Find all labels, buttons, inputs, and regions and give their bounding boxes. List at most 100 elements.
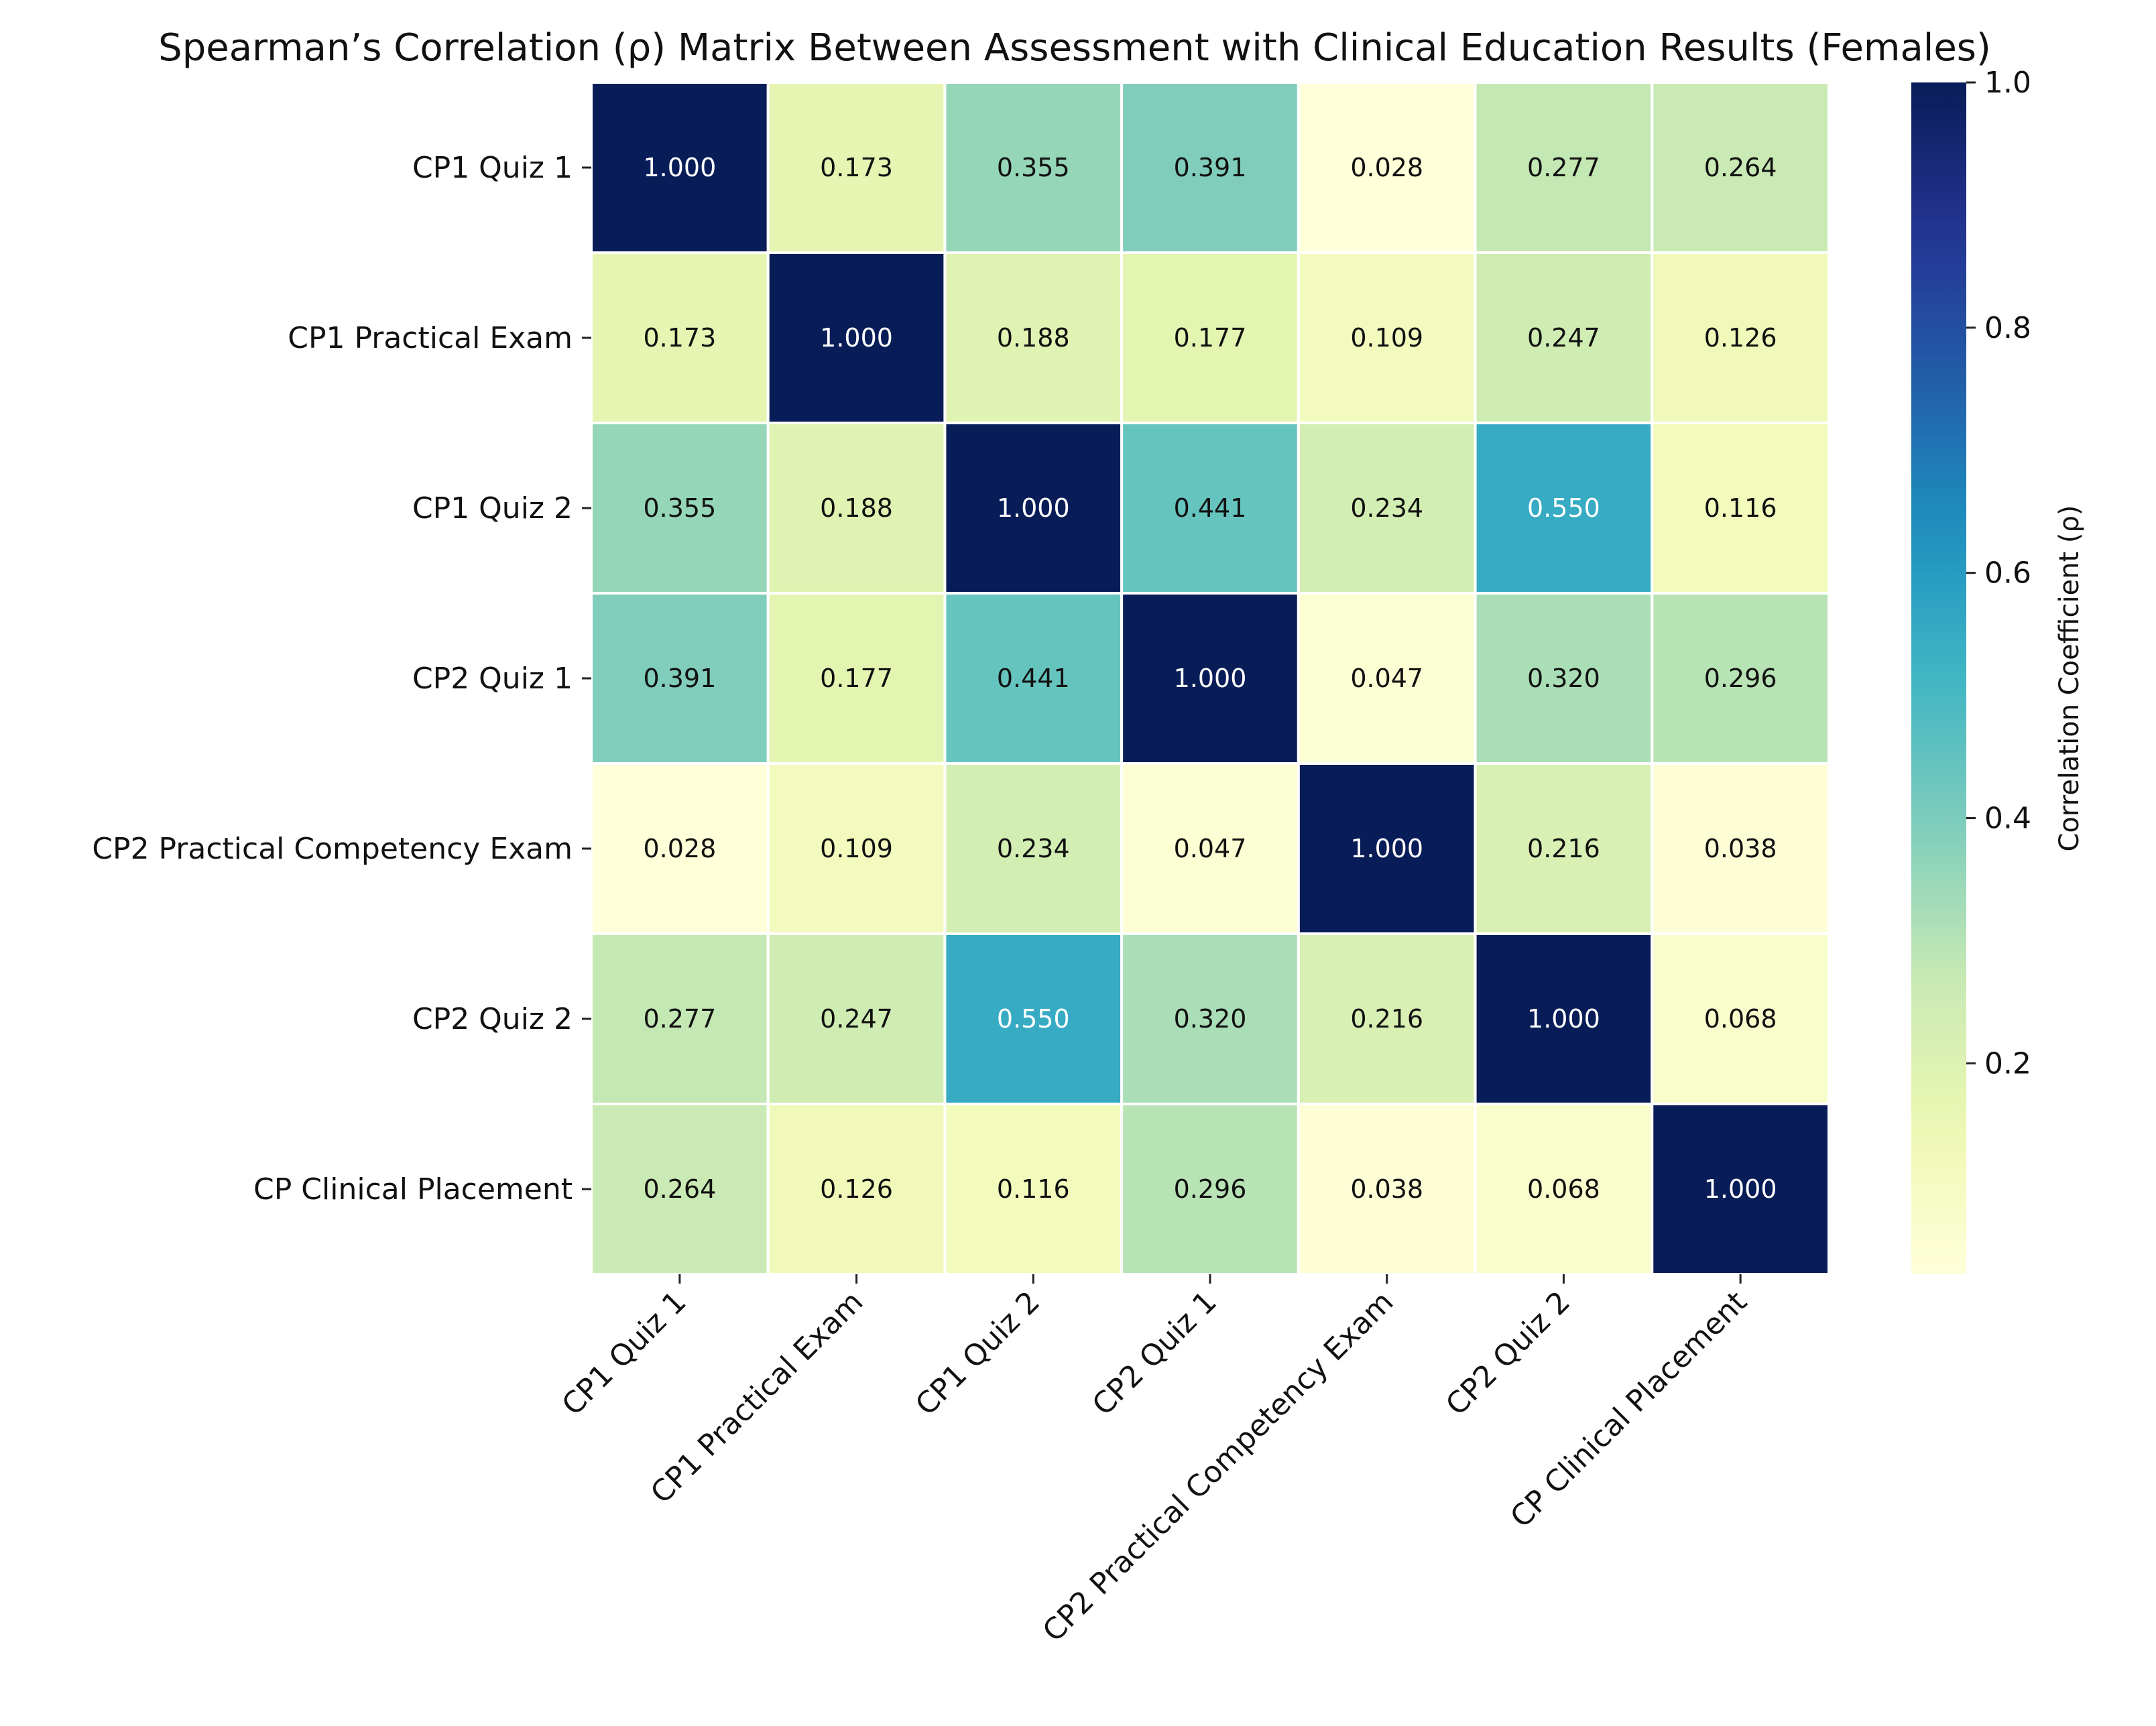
cell-value-label: 1.000 (643, 153, 716, 182)
chart-title: Spearman’s Correlation (ρ) Matrix Betwee… (158, 26, 1991, 70)
heatmap-cell (1297, 422, 1477, 595)
heatmap-cell (1297, 1103, 1477, 1276)
cell-value-label: 0.173 (820, 153, 893, 182)
heatmap-cell (1120, 1103, 1300, 1276)
heatmap-cell (943, 932, 1124, 1105)
heatmap-cell (943, 1103, 1124, 1276)
heatmap-cell (1120, 81, 1300, 254)
heatmap-cell (590, 592, 770, 765)
cell-value-label: 0.109 (1350, 323, 1423, 353)
heatmap-cell (766, 81, 947, 254)
heatmap-cell (1297, 932, 1477, 1105)
cell-value-label: 0.038 (1704, 834, 1777, 863)
cell-value-label: 1.000 (1704, 1174, 1777, 1204)
cell-value-label: 0.391 (643, 664, 716, 693)
x-tick-label: CP1 Quiz 1 (556, 1285, 693, 1422)
cell-value-label: 0.047 (1350, 664, 1423, 693)
x-tick-label: CP2 Practical Competency Exam (1036, 1285, 1400, 1649)
cell-value-label: 0.216 (1527, 834, 1600, 863)
cell-value-label: 0.391 (1174, 153, 1247, 182)
cell-value-label: 0.177 (1174, 323, 1247, 353)
cell-value-label: 1.000 (1174, 664, 1247, 693)
cell-value-label: 0.126 (820, 1174, 893, 1204)
heatmap-cell (1474, 422, 1654, 595)
cell-value-label: 0.047 (1174, 834, 1247, 863)
heatmap-cell (1120, 422, 1300, 595)
cell-value-label: 0.177 (820, 664, 893, 693)
cell-value-label: 0.068 (1704, 1004, 1777, 1034)
colorbar-tick-label: 1.0 (1984, 66, 2031, 100)
heatmap-cell (590, 932, 770, 1105)
cell-value-label: 0.320 (1527, 664, 1600, 693)
cell-value-label: 0.264 (1704, 153, 1777, 182)
heatmap-cell (1651, 422, 1830, 595)
heatmap-cell (766, 422, 947, 595)
colorbar (1911, 82, 1966, 1274)
cell-value-label: 0.550 (1527, 493, 1600, 523)
heatmap-cell (1651, 1103, 1830, 1276)
cell-value-label: 0.296 (1704, 664, 1777, 693)
y-tick-label: CP2 Practical Competency Exam (92, 832, 573, 866)
cell-value-label: 0.320 (1174, 1004, 1247, 1034)
heatmap-cell (1474, 81, 1654, 254)
heatmap-cell (1120, 592, 1300, 765)
x-tick-label: CP2 Quiz 1 (1086, 1285, 1223, 1422)
cell-value-label: 0.109 (820, 834, 893, 863)
cell-value-label: 0.116 (1704, 493, 1777, 523)
colorbar-tick-label: 0.2 (1984, 1046, 2031, 1081)
cell-value-label: 1.000 (820, 323, 893, 353)
y-tick-label: CP2 Quiz 1 (412, 662, 573, 696)
cell-value-label: 0.173 (643, 323, 716, 353)
heatmap-cells: 1.000 0.173 0.355 0.391 0.028 0.277 0.264 0.173… (590, 81, 1830, 1276)
cell-value-label: 0.277 (1527, 153, 1600, 182)
heatmap-cell (766, 932, 947, 1105)
heatmap-cell (590, 81, 770, 254)
heatmap-cell (943, 422, 1124, 595)
cell-value-label: 1.000 (1350, 834, 1423, 863)
cell-value-label: 0.247 (1527, 323, 1600, 353)
cell-value-label: 0.068 (1527, 1174, 1600, 1204)
cell-value-label: 0.234 (1350, 493, 1423, 523)
cell-value-label: 0.264 (643, 1174, 716, 1204)
heatmap-cell (1651, 932, 1830, 1105)
heatmap-cell (943, 251, 1124, 424)
heatmap-cell (1651, 251, 1830, 424)
heatmap-cell (1651, 592, 1830, 765)
colorbar-label: Correlation Coefficient (ρ) (2054, 505, 2085, 851)
cell-value-label: 0.028 (1350, 153, 1423, 182)
cell-value-label: 0.234 (997, 834, 1070, 863)
cell-value-label: 0.216 (1350, 1004, 1423, 1034)
cell-value-label: 0.247 (820, 1004, 893, 1034)
cell-value-label: 0.355 (997, 153, 1070, 182)
cell-value-label: 0.126 (1704, 323, 1777, 353)
cell-value-label: 0.028 (643, 834, 716, 863)
heatmap-cell (1474, 1103, 1654, 1276)
y-tick-label: CP1 Practical Exam (288, 321, 573, 355)
cell-value-label: 1.000 (997, 493, 1070, 523)
heatmap-cell (943, 81, 1124, 254)
heatmap-cell (590, 762, 770, 935)
y-tick-label: CP1 Quiz 1 (412, 151, 573, 185)
cell-value-label: 0.550 (997, 1004, 1070, 1034)
cell-value-label: 0.355 (643, 493, 716, 523)
cell-value-label: 0.296 (1174, 1174, 1247, 1204)
y-axis: CP1 Quiz 1 CP1 Practical Exam CP1 Quiz 2 CP… (92, 151, 591, 1207)
heatmap-cell (943, 762, 1124, 935)
x-tick-label: CP2 Quiz 2 (1439, 1285, 1577, 1422)
heatmap-cell (1474, 592, 1654, 765)
cell-value-label: 0.188 (997, 323, 1070, 353)
cell-value-label: 0.441 (1174, 493, 1247, 523)
cell-value-label: 0.188 (820, 493, 893, 523)
cell-value-label: 0.038 (1350, 1174, 1423, 1204)
y-tick-label: CP1 Quiz 2 (412, 491, 573, 526)
heatmap-cell (590, 1103, 770, 1276)
colorbar-tick-label: 0.4 (1984, 802, 2031, 836)
colorbar-tick-label: 0.6 (1984, 556, 2031, 591)
colorbar-ticks: 0.2 0.4 0.6 0.8 1.0 (1966, 66, 2031, 1081)
y-tick-label: CP2 Quiz 2 (412, 1002, 573, 1036)
heatmap-cell (1120, 932, 1300, 1105)
heatmap-cell (1297, 251, 1477, 424)
cell-value-label: 0.116 (997, 1174, 1070, 1204)
